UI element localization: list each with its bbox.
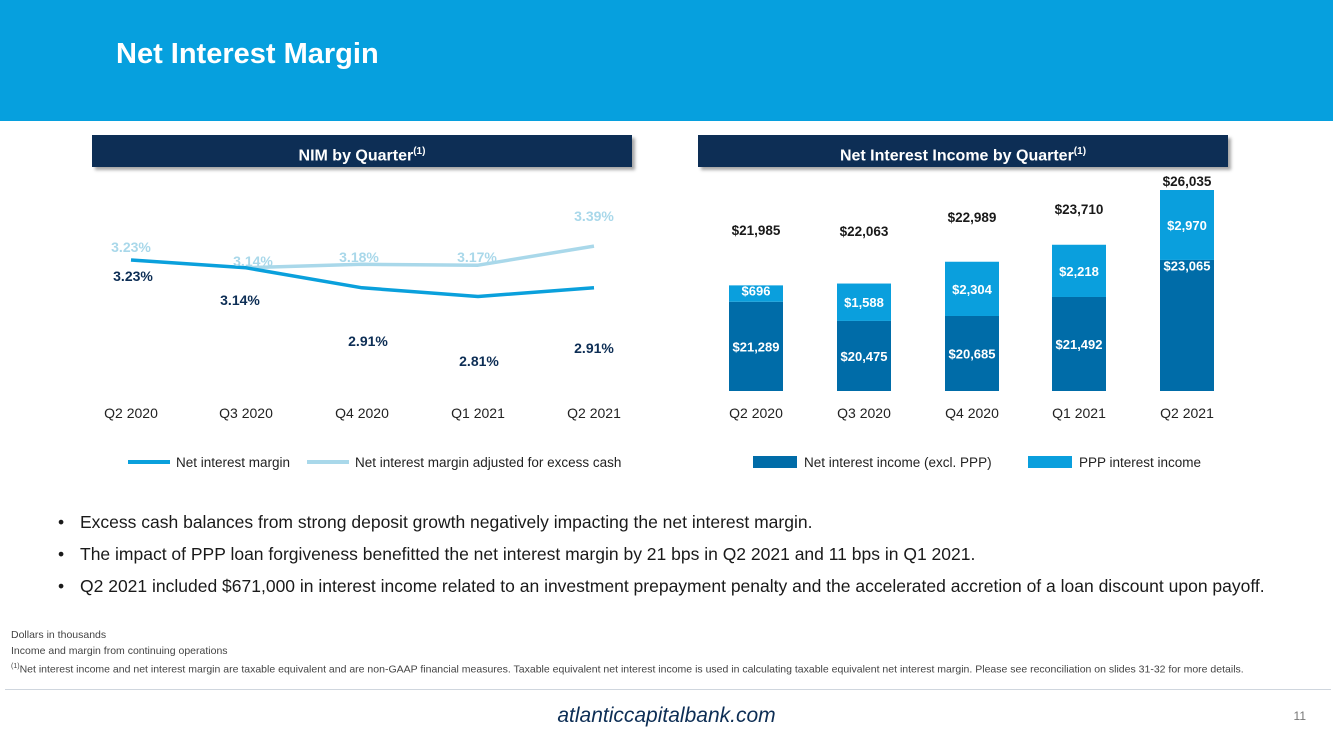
nii-x-tick-label: Q4 2020 [945,405,999,421]
bar-ppp-interest [945,261,999,316]
nii-x-tick-label: Q3 2020 [837,405,891,421]
bar-nii-excl-ppp-label: $21,289 [733,339,780,354]
nim-data-label: 3.14% [220,292,260,308]
bar-nii-excl-ppp-label: $20,685 [949,346,996,361]
legend-label-nim: Net interest margin [176,455,290,470]
bar-ppp-interest-label: $696 [742,283,771,298]
bar-ppp-interest [729,285,783,302]
bar-nii-excl-ppp [837,320,891,391]
nim-panel-title: NIM by Quarter(1) [92,135,632,167]
bar-ppp-interest [837,283,891,321]
adjusted-nim-data-label: 3.23% [111,239,151,255]
bar-ppp-interest-label: $2,970 [1167,218,1207,233]
bar-total-label: $22,063 [840,224,889,239]
bar-ppp-interest-label: $1,588 [844,295,884,310]
charts-canvas: 3.23% 3.14% 3.18% 3.17% 3.39% 3.23% 3.14% 2.91%… [104,174,1214,470]
adjusted-nim-data-label: 3.18% [339,249,379,265]
nim-panel-title-sup: (1) [413,146,426,157]
bar-nii-excl-ppp-label: $20,475 [841,349,888,364]
footnotes: Dollars in thousands Income and margin f… [11,628,1301,678]
bullet-text: The impact of PPP loan forgiveness benef… [80,544,976,564]
bullet-text: Q2 2021 included $671,000 in interest in… [80,576,1265,596]
bar-total-label: $26,035 [1163,174,1212,189]
nim-x-tick-label: Q2 2020 [104,405,158,421]
footnote-continuing-ops: Income and margin from continuing operat… [11,644,228,657]
page-title: Net Interest Margin [116,38,379,70]
bullet-item: • The impact of PPP loan forgiveness bene… [58,544,976,564]
footnote-units: Dollars in thousands [11,629,107,641]
nii-panel-title-sup: (1) [1073,146,1087,157]
nim-x-tick-label: Q3 2020 [219,405,273,421]
bar-nii-excl-ppp [1160,259,1214,391]
legend-swatch-ppp-interest [1028,456,1072,468]
nim-data-label: 2.81% [459,353,499,369]
nim-data-label: 2.91% [348,333,388,349]
bar-nii-excl-ppp [945,315,999,391]
bullet-item: • Excess cash balances from strong deposi… [58,512,813,532]
nim-x-tick-label: Q2 2021 [567,405,621,421]
bar-total-label: $23,710 [1055,202,1104,217]
footnote-non-gaap: (1)Net interest income and net interest … [11,659,1301,678]
footer-divider [5,689,1331,690]
page-number: 11 [1293,709,1306,723]
bar-total-label: $22,989 [948,210,997,225]
footer-url[interactable]: atlanticcapitalbank.com [557,704,776,727]
adjusted-nim-data-label: 3.14% [233,253,273,269]
nim-x-tick-label: Q1 2021 [451,405,505,421]
bar-nii-excl-ppp-label: $23,065 [1164,258,1211,273]
footnote-non-gaap-text: Net interest income and net interest mar… [19,663,1244,676]
bar-ppp-interest-label: $2,218 [1059,264,1099,279]
adjusted-nim-data-label: 3.39% [574,208,614,224]
bullet-list: • Excess cash balances from strong deposi… [58,511,1298,607]
legend-label-ppp-interest: PPP interest income [1079,455,1201,470]
bar-nii-excl-ppp [1052,296,1106,391]
bullet-text: Excess cash balances from strong deposit… [80,512,813,532]
nii-x-tick-label: Q1 2021 [1052,405,1106,421]
bar-nii-excl-ppp-label: $21,492 [1056,337,1103,352]
legend-swatch-nii-excl-ppp [753,456,797,468]
bar-ppp-interest-label: $2,304 [952,282,993,297]
header-band: Net Interest Margin [0,0,1333,121]
series-line-adjusted-nim [245,244,595,270]
nii-x-tick-label: Q2 2021 [1160,405,1214,421]
nim-data-label: 3.23% [113,268,153,284]
bullet-item: • Q2 2021 included $671,000 in interest i… [58,576,1265,596]
nim-data-label: 2.91% [574,340,614,356]
bar-nii-excl-ppp [729,301,783,391]
footnote-mark: (1) [11,663,20,670]
adjusted-nim-data-label: 3.17% [457,249,497,265]
bar-ppp-interest [1160,190,1214,260]
nii-panel-title-text: Net Interest Income by Quarter [839,147,1074,165]
legend-label-nii-excl-ppp: Net interest income (excl. PPP) [804,455,992,470]
nii-panel-title: Net Interest Income by Quarter(1) [698,135,1228,167]
nim-x-tick-label: Q4 2020 [335,405,389,421]
nim-panel-title-text: NIM by Quarter [298,147,414,165]
legend-label-adjusted-nim: Net interest margin adjusted for excess … [355,455,621,470]
bar-ppp-interest [1052,244,1106,297]
bar-total-label: $21,985 [732,223,781,238]
nii-x-tick-label: Q2 2020 [729,405,783,421]
series-line-nim [130,258,595,299]
